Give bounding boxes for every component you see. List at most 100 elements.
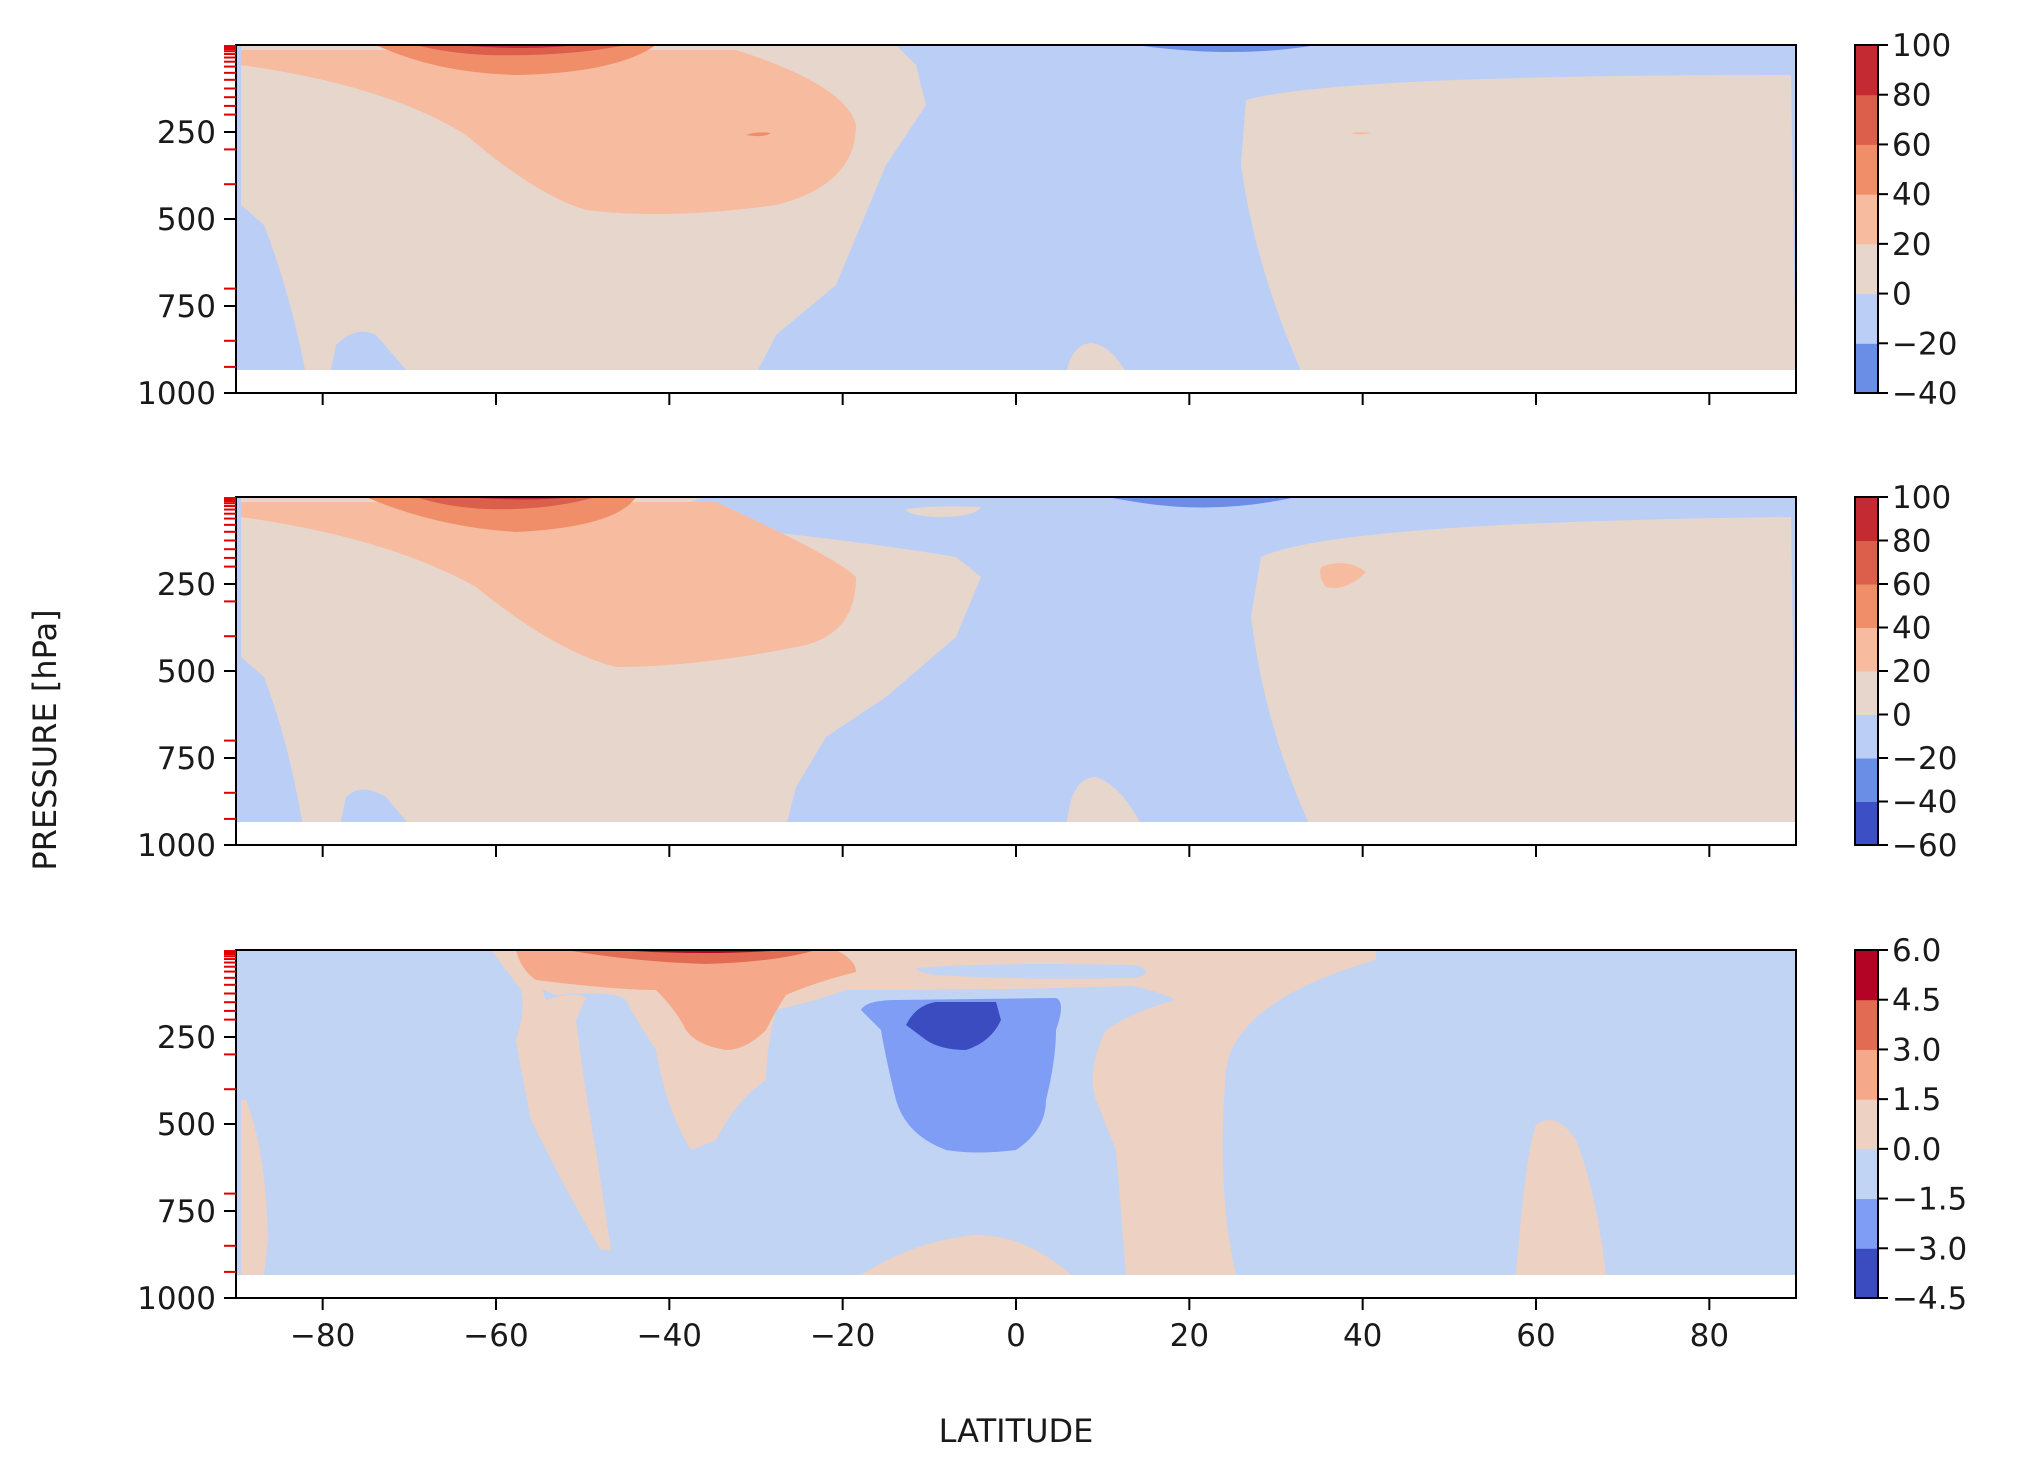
colorbar-segment <box>1855 94 1878 145</box>
colorbar-segment <box>1855 293 1878 344</box>
colorbar-tick-label: 0.0 <box>1892 1132 1941 1168</box>
colorbar-segment <box>1855 999 1878 1050</box>
colorbar-tick-label: −40 <box>1892 785 1957 821</box>
colorbar-segment <box>1855 1148 1878 1200</box>
p2-nh-blob <box>1320 563 1366 588</box>
p3-strat-cool <box>916 964 1146 979</box>
y-tick-label: 750 <box>157 289 216 325</box>
colorbar-2: 100 80 60 40 20 0 −20 −40 −60 <box>1854 480 1957 864</box>
p3-sh-plume <box>491 950 611 1250</box>
y-tick-label: 1000 <box>137 828 216 864</box>
colorbar-tick-label: −40 <box>1892 376 1957 412</box>
p1-nh-strat-neg <box>1136 45 1316 52</box>
x-axis-title: LATITUDE <box>939 1412 1094 1450</box>
p3-sp-strip <box>241 1100 268 1275</box>
colorbar-tick-label: 6.0 <box>1892 933 1941 969</box>
colorbar-segment <box>1855 1049 1878 1100</box>
colorbar-frame <box>1854 949 1879 1299</box>
colorbar-segment <box>1855 950 1878 1001</box>
colorbar-tick-label: −60 <box>1892 828 1957 864</box>
panel-2: 250 500 750 1000 <box>137 496 1797 864</box>
panel-1-model-level-markers <box>224 45 236 368</box>
p2-upper-pos-blob <box>906 506 981 517</box>
colorbar-frame <box>1854 44 1879 394</box>
p2-nh-strat-neg <box>1106 497 1296 508</box>
p1-sh-jet-core <box>376 45 656 75</box>
panel-2-y-ticks: 250 500 750 1000 <box>137 567 236 864</box>
x-tick-label: −60 <box>463 1318 528 1354</box>
colorbar-segment <box>1855 540 1878 585</box>
y-tick-label: 250 <box>157 115 216 151</box>
x-tick-label: −40 <box>637 1318 702 1354</box>
panel-3-contours <box>236 950 1796 1298</box>
colorbar-segment <box>1855 1099 1878 1150</box>
panel-3-model-level-markers <box>224 950 236 1273</box>
colorbar-tick-label: 100 <box>1892 28 1951 64</box>
panel-2-x-ticks <box>321 845 1711 857</box>
panel-1-y-ticks: 250 500 750 1000 <box>137 115 236 412</box>
colorbar-tick-label: 4.5 <box>1892 983 1941 1019</box>
x-tick-label: 20 <box>1170 1318 1209 1354</box>
panel-3: 250 500 750 1000 −80 −60 −40 −20 0 20 40 60 80 <box>137 949 1797 1354</box>
y-tick-label: 500 <box>157 1107 216 1143</box>
y-tick-label: 250 <box>157 1020 216 1056</box>
colorbar-tick-label: 3.0 <box>1892 1032 1941 1068</box>
panel-2-contours <box>236 497 1796 845</box>
x-tick-label: 60 <box>1516 1318 1555 1354</box>
colorbar-tick-label: −4.5 <box>1892 1281 1967 1317</box>
p1-sh-jet-top <box>416 45 626 56</box>
colorbar-tick-label: −3.0 <box>1892 1231 1967 1267</box>
p2-below-surface <box>236 822 1796 845</box>
colorbar-segment <box>1855 627 1878 672</box>
p3-eq-surface <box>861 1235 1071 1275</box>
p2-nh-pos <box>1251 517 1796 845</box>
p1-blob-sh <box>746 132 771 137</box>
x-tick-label: 80 <box>1690 1318 1729 1354</box>
colorbar-segment <box>1855 194 1878 245</box>
colorbar-tick-label: 1.5 <box>1892 1082 1941 1118</box>
panel-1-contours <box>236 45 1796 393</box>
panel-1-x-ticks <box>321 393 1711 405</box>
x-tick-label: −20 <box>810 1318 875 1354</box>
colorbar-tick-label: −1.5 <box>1892 1182 1967 1218</box>
y-tick-label: 750 <box>157 1194 216 1230</box>
colorbar-tick-label: 40 <box>1892 611 1931 647</box>
y-tick-label: 500 <box>157 654 216 690</box>
colorbar-tick-label: 60 <box>1892 127 1931 163</box>
y-tick-label: 750 <box>157 741 216 777</box>
colorbar-tick-label: −20 <box>1892 741 1957 777</box>
colorbar-segment <box>1855 801 1878 846</box>
panel-2-model-level-markers <box>224 497 236 820</box>
colorbar-segment <box>1855 45 1878 96</box>
colorbar-1: 100 80 60 40 20 0 −20 −40 <box>1854 28 1957 412</box>
p3-eq-cool <box>861 998 1061 1153</box>
p1-blob-nh <box>1351 132 1371 135</box>
colorbar-segment <box>1855 758 1878 802</box>
p3-eq-core <box>906 1002 1001 1050</box>
colorbar-segment <box>1855 243 1878 295</box>
p1-nh-pos <box>1241 75 1796 393</box>
p3-nh-finger <box>1516 1120 1606 1275</box>
panel-1: 250 500 750 1000 <box>137 44 1797 412</box>
x-tick-label: 0 <box>1006 1318 1026 1354</box>
y-tick-label: 1000 <box>137 1281 216 1317</box>
y-tick-label: 1000 <box>137 376 216 412</box>
colorbar-tick-label: −20 <box>1892 326 1957 362</box>
y-tick-label: 250 <box>157 567 216 603</box>
colorbar-tick-label: 0 <box>1892 277 1912 313</box>
p3-sh-warm <box>516 950 856 1050</box>
y-tick-label: 500 <box>157 202 216 238</box>
colorbar-tick-label: 80 <box>1892 524 1931 560</box>
colorbar-segment <box>1855 584 1878 628</box>
colorbar-segment <box>1855 497 1878 541</box>
colorbar-segment <box>1855 1198 1878 1249</box>
p3-below-surface <box>236 1275 1796 1298</box>
p2-sh-jet-top <box>416 497 596 510</box>
p3-top-warm <box>566 950 816 964</box>
colorbar-segment <box>1855 671 1878 715</box>
colorbar-tick-label: 0 <box>1892 698 1912 734</box>
y-axis-title: PRESSURE [hPa] <box>26 609 64 870</box>
colorbar-tick-label: 20 <box>1892 227 1931 263</box>
p1-below-surface <box>236 370 1796 393</box>
